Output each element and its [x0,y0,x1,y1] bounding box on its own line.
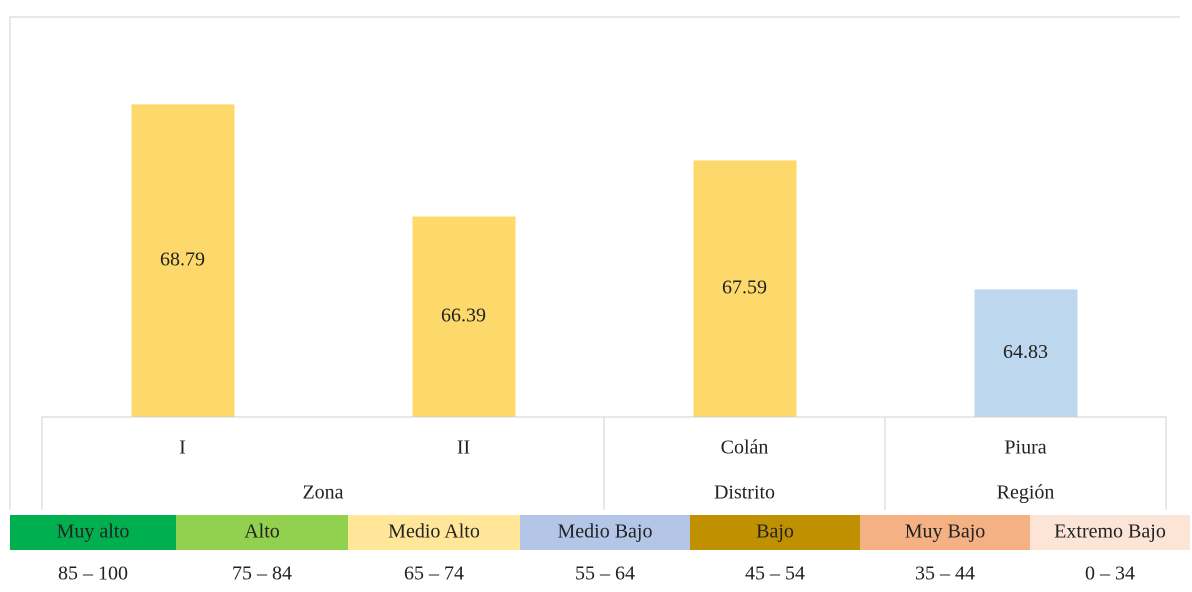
legend-range: 85 – 100 [58,563,128,585]
legend-range: 35 – 44 [915,563,975,585]
legend-range: 45 – 54 [745,563,805,585]
bar [693,160,797,417]
data-label: 64.83 [1003,341,1048,363]
legend-swatch [10,515,176,550]
legend-label: Alto [244,521,280,543]
legend-label: Muy alto [57,521,130,543]
legend-swatch [520,515,690,550]
legend-label: Medio Bajo [558,521,653,543]
x-tick-label: Piura [1004,437,1046,459]
legend-label: Bajo [756,521,794,543]
legend-swatch [1030,515,1190,550]
chart-frame [9,16,1180,510]
legend-label: Muy Bajo [905,521,986,543]
group-label: Región [997,482,1055,504]
x-tick-label: Colán [721,437,769,459]
group-label: Zona [302,482,343,504]
legend-range: 65 – 74 [404,563,464,585]
data-label: 66.39 [441,304,486,326]
legend-range: 0 – 34 [1085,563,1135,585]
legend-swatch [348,515,520,550]
legend-range: 55 – 64 [575,563,635,585]
legend-swatch [176,515,348,550]
legend-range: 75 – 84 [232,563,292,585]
bar [131,104,235,417]
legend-swatch [860,515,1030,550]
group-label: Distrito [714,482,775,504]
data-label: 67.59 [722,276,767,298]
x-tick-label: II [457,437,470,459]
legend-label: Extremo Bajo [1054,521,1166,543]
bar [974,289,1078,417]
legend-label: Medio Alto [388,521,480,543]
bar [412,216,516,417]
data-label: 68.79 [160,248,205,270]
x-tick-label: I [179,437,186,459]
legend-swatch [690,515,860,550]
